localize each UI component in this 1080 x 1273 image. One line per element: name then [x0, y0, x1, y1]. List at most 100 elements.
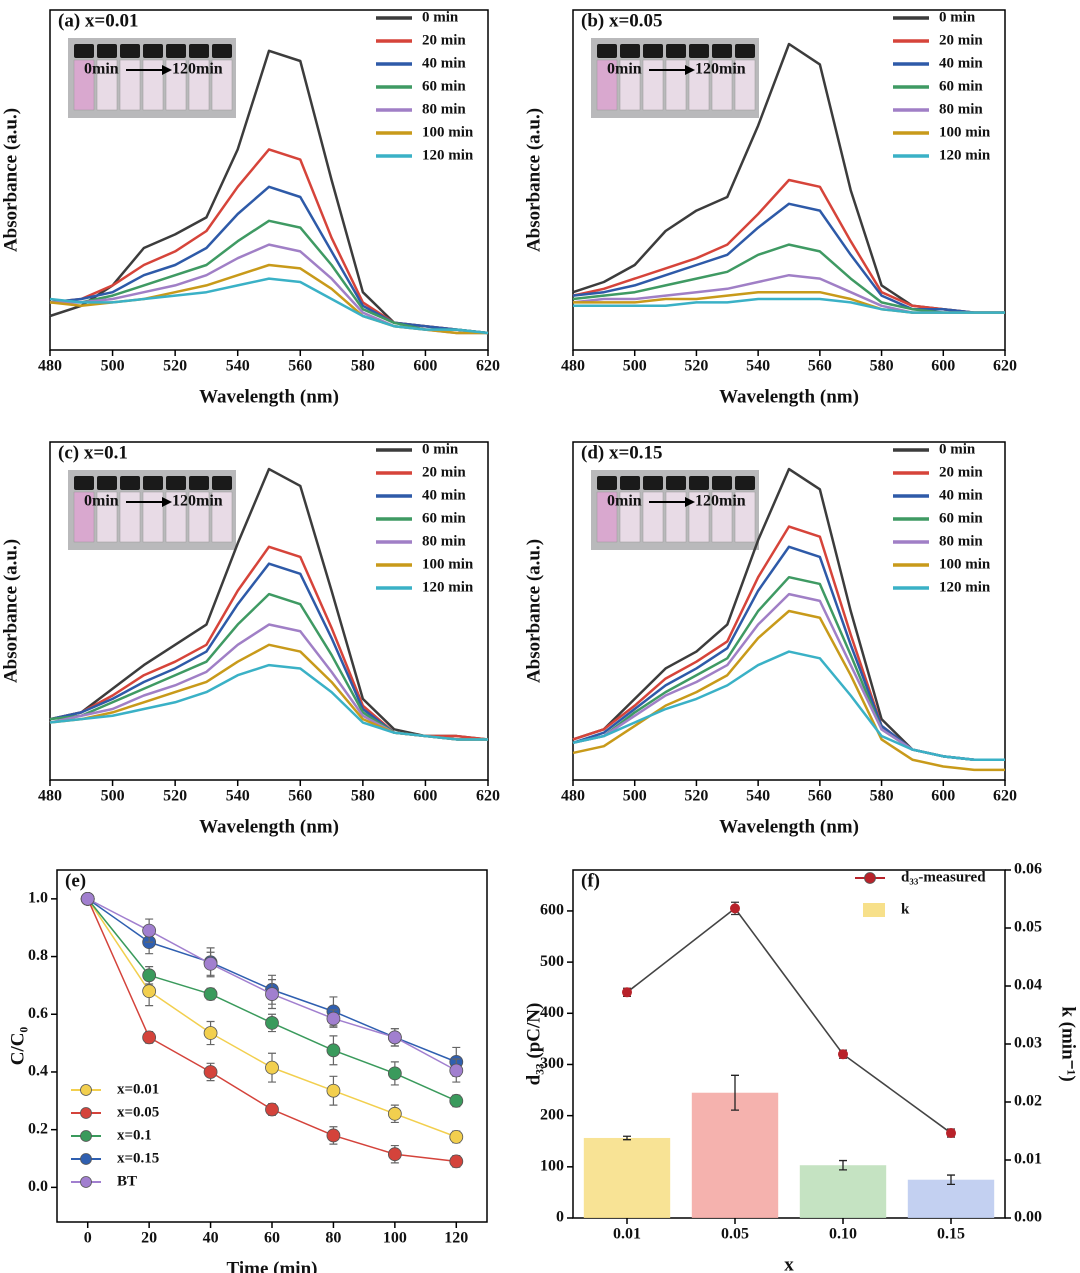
- data-point: [142, 1030, 157, 1045]
- x-axis-label: x: [784, 1254, 794, 1273]
- legend-label: d₃₃-measured: [901, 869, 986, 885]
- data-point: [326, 1083, 341, 1098]
- x-tick-label: 580: [351, 358, 375, 375]
- vial-cap: [120, 44, 140, 58]
- inset-arrowhead: [162, 65, 172, 75]
- y2-tick-label: 0.03: [1014, 1035, 1042, 1052]
- series-line: [49, 185, 489, 335]
- legend-label: x=0.01: [117, 1081, 159, 1097]
- legend-label: 20 min: [422, 32, 466, 48]
- series-line: [50, 219, 489, 335]
- vial: [688, 59, 710, 111]
- data-point: [387, 1030, 402, 1045]
- x-tick-label: 500: [101, 788, 125, 805]
- error-bar: [731, 1074, 739, 1111]
- legend-marker: [80, 1084, 92, 1096]
- x-tick-label: 540: [746, 788, 770, 805]
- vial: [642, 491, 664, 543]
- data-point: [265, 1102, 279, 1117]
- vial-cap: [666, 476, 686, 490]
- vial-cap: [620, 476, 640, 490]
- legend-label: 60 min: [422, 78, 466, 94]
- y-tick-label: 0: [556, 1209, 564, 1226]
- legend-label: 40 min: [422, 55, 466, 71]
- x-tick-label: 520: [163, 788, 187, 805]
- y-tick-label: 400: [540, 1004, 564, 1021]
- x-tick-label: 0.05: [721, 1226, 749, 1243]
- inset-arrowhead: [685, 65, 695, 75]
- x-tick-label: 600: [931, 788, 955, 805]
- x-tick-label: 480: [561, 358, 585, 375]
- x-tick-label: 520: [163, 358, 187, 375]
- y-axis-label: Absorbance (a.u.): [523, 108, 544, 252]
- vial: [188, 491, 210, 543]
- legend-label: 0 min: [939, 441, 976, 457]
- x-tick-label: 0: [84, 1230, 92, 1247]
- y-tick-label: 600: [540, 902, 564, 919]
- vial-cap: [166, 476, 186, 490]
- legend-label: 40 min: [939, 487, 983, 503]
- plot-frame: [49, 9, 489, 351]
- bar: [583, 1137, 671, 1218]
- inset-start: 0min: [84, 61, 119, 78]
- legend-label: 60 min: [939, 78, 983, 94]
- data-point: [142, 923, 157, 938]
- error-bar: [947, 1174, 955, 1186]
- vial: [596, 59, 618, 111]
- legend-marker: [80, 1130, 92, 1142]
- x-tick-label: 20: [141, 1230, 157, 1247]
- series-line: [572, 650, 1005, 761]
- x-tick-label: 500: [623, 788, 647, 805]
- x-tick-label: 100: [383, 1230, 407, 1247]
- vial: [165, 491, 187, 543]
- x-tick-label: 580: [870, 358, 894, 375]
- y-tick-label: 1.0: [28, 890, 48, 907]
- legend-label: 20 min: [939, 464, 983, 480]
- legend-label: 120 min: [422, 579, 474, 595]
- vial: [711, 491, 733, 543]
- error-bar: [623, 1135, 631, 1141]
- y-tick-label: 0.2: [28, 1120, 48, 1137]
- vial-cap: [97, 44, 117, 58]
- x-tick-label: 540: [226, 358, 250, 375]
- y2-tick-label: 0.05: [1014, 919, 1042, 936]
- legend-label: 20 min: [939, 32, 983, 48]
- bar: [907, 1179, 995, 1218]
- vial: [688, 491, 710, 543]
- panel-label: (a) x=0.01: [58, 10, 138, 31]
- y-tick-label: 0.6: [28, 1005, 48, 1022]
- vial: [119, 491, 141, 543]
- vial: [96, 491, 118, 543]
- series-line: [573, 297, 1005, 314]
- inset-arrowhead: [162, 497, 172, 507]
- x-tick-label: 560: [288, 788, 312, 805]
- vial-cap: [712, 44, 732, 58]
- x-tick-label: 560: [288, 358, 312, 375]
- legend-label: 120 min: [422, 147, 474, 163]
- series-line: [572, 202, 1005, 314]
- series-line: [49, 277, 489, 335]
- legend-label: BT: [117, 1173, 137, 1189]
- data-point: [203, 1065, 218, 1079]
- legend-label: 80 min: [422, 533, 466, 549]
- data-point: [203, 956, 218, 971]
- series-line: [572, 592, 1005, 761]
- legend-label: 20 min: [422, 464, 466, 480]
- vial-cap: [189, 476, 209, 490]
- panel-label: (f): [581, 870, 600, 891]
- data-point: [265, 1016, 279, 1030]
- legend-label: 60 min: [422, 510, 466, 526]
- x-tick-label: 480: [561, 788, 585, 805]
- y-tick-label: 500: [540, 953, 564, 970]
- vial-cap: [97, 476, 117, 490]
- x-tick-label: 620: [993, 788, 1017, 805]
- x-tick-label: 520: [684, 788, 708, 805]
- series-line: [572, 575, 1005, 761]
- data-point: [387, 1147, 402, 1162]
- legend-label: 80 min: [422, 101, 466, 117]
- vial-cap: [689, 476, 709, 490]
- vial: [165, 59, 187, 111]
- plot-frame: [49, 441, 489, 781]
